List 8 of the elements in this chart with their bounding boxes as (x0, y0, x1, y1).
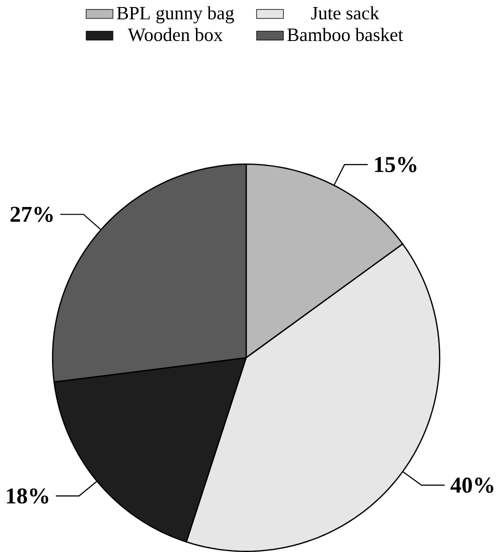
data-label: 27% (10, 206, 53, 222)
legend-label: Wooden box (128, 28, 223, 42)
legend-label: Bamboo basket (288, 28, 404, 42)
data-label: 18% (7, 488, 48, 504)
legend-label: BPL gunny bag (117, 6, 234, 24)
legend-label: Jute sack (311, 6, 380, 20)
data-label: 15% (375, 156, 416, 172)
data-label: 40% (450, 478, 494, 493)
